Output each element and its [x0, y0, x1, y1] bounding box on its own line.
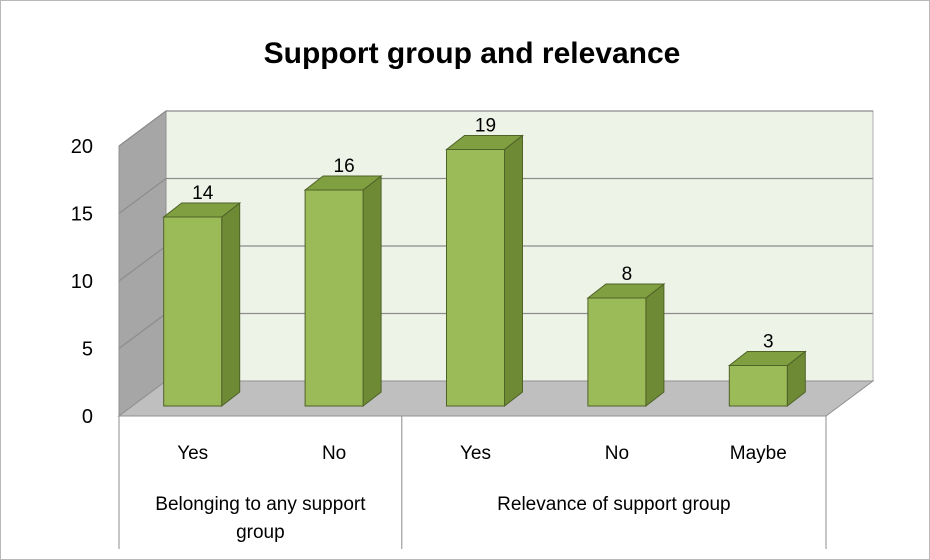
group-label: Belonging to any support [155, 494, 366, 515]
bar [163, 216, 223, 407]
category-label: Yes [460, 443, 491, 464]
y-tick-label: 15 [71, 204, 93, 226]
category-label: No [605, 443, 629, 464]
chart-title: Support group and relevance [264, 37, 681, 70]
bar-side [221, 201, 241, 408]
data-label: 19 [475, 116, 496, 137]
bar [304, 189, 364, 407]
category-label: Maybe [730, 443, 787, 464]
bar [587, 297, 647, 407]
category-label: No [322, 443, 346, 464]
category-label: Yes [177, 443, 208, 464]
gridline [118, 110, 873, 147]
data-label: 8 [622, 264, 633, 285]
bar [728, 365, 788, 407]
bar-side [362, 174, 382, 408]
y-tick-label: 20 [71, 136, 93, 158]
group-label: group [236, 522, 285, 543]
gridline [118, 177, 873, 214]
y-tick-label: 5 [82, 339, 93, 361]
group-label: Relevance of support group [497, 494, 730, 515]
bar-side [504, 134, 523, 408]
data-label: 14 [192, 183, 214, 204]
bar-side [645, 282, 665, 408]
y-tick-label: 0 [82, 406, 93, 428]
y-tick-label: 10 [71, 271, 93, 293]
data-label: 16 [334, 156, 355, 177]
bar [446, 149, 505, 407]
data-label: 3 [763, 332, 774, 353]
